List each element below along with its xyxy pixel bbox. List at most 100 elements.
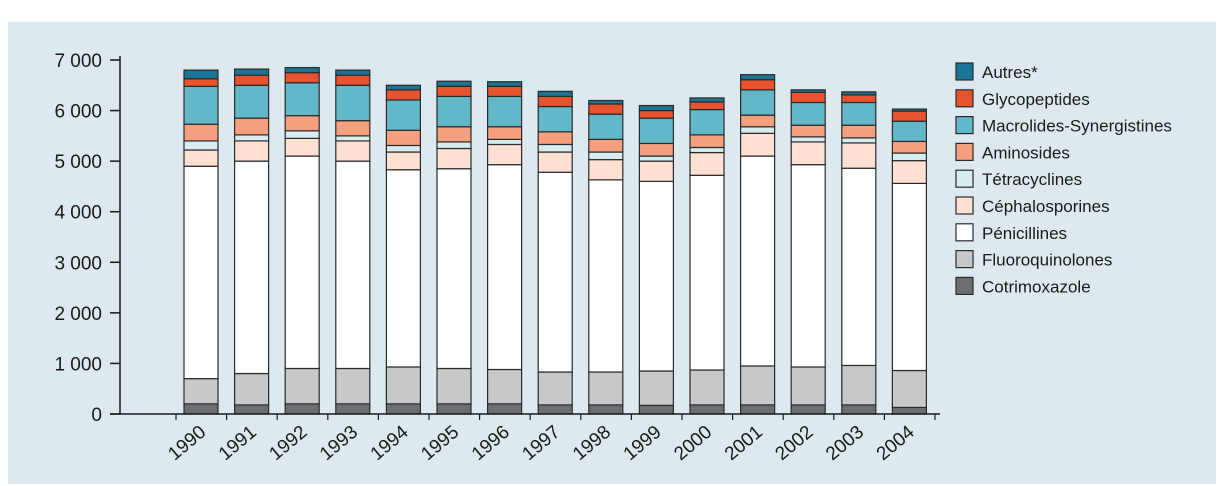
bar-segment-fluoroquinolones-1991 xyxy=(234,372,270,406)
bar-segment-c-phalosporines-1999 xyxy=(638,160,675,182)
bar-segment-t-tracyclines-1995 xyxy=(436,141,472,150)
bar-segment-macrolides-synergistines-1995 xyxy=(436,95,472,128)
legend-item-cotrimoxazole: Cotrimoxazole xyxy=(955,276,1091,296)
legend-swatch xyxy=(955,276,974,295)
bar-segment-cotrimoxazole-1997 xyxy=(537,404,573,415)
y-tick-label: 3 000 xyxy=(54,253,102,274)
bar-segment-autres--1995 xyxy=(436,80,472,87)
bar-segment-c-phalosporines-2000 xyxy=(689,151,725,176)
legend-label: Macrolides-Synergistines xyxy=(982,117,1172,136)
bar-segment-c-phalosporines-2002 xyxy=(790,141,826,166)
bar-segment-fluoroquinolones-2000 xyxy=(689,369,725,406)
bar-segment-aminosides-2002 xyxy=(790,124,826,138)
legend: Autres* Glycopeptides Macrolides-Synergist… xyxy=(955,62,1172,296)
legend-label: Céphalosporines xyxy=(982,197,1110,216)
bar-stack-1997 xyxy=(537,90,573,415)
y-tick-label: 5 000 xyxy=(54,152,102,173)
bar-segment-autres--1996 xyxy=(487,81,523,87)
bar-segment-aminosides-1995 xyxy=(436,126,472,143)
bar-stack-1996 xyxy=(487,81,523,415)
bar-segment-p-nicillines-1994 xyxy=(385,169,421,368)
bar-segment-c-phalosporines-1990 xyxy=(183,149,219,167)
legend-item-aminosides: Aminosides xyxy=(955,142,1070,162)
bar-segment-autres--2000 xyxy=(689,97,725,103)
bar-segment-t-tracyclines-2001 xyxy=(739,126,776,134)
bar-segment-cotrimoxazole-1992 xyxy=(284,403,320,415)
bar-segment-t-tracyclines-2004 xyxy=(891,152,928,162)
legend-item-c-phalosporines: Céphalosporines xyxy=(955,196,1110,216)
bar-stack-1994 xyxy=(385,84,421,415)
bar-segment-glycopeptides-1991 xyxy=(234,74,270,86)
bar-segment-fluoroquinolones-1997 xyxy=(537,371,573,406)
y-tick-label: 0 xyxy=(91,405,102,426)
bar-segment-c-phalosporines-2003 xyxy=(841,142,877,169)
legend-swatch xyxy=(955,142,974,161)
bar-segment-cotrimoxazole-1991 xyxy=(234,404,270,415)
bar-segment-cotrimoxazole-1993 xyxy=(335,403,371,415)
bar-segment-aminosides-1996 xyxy=(487,126,523,140)
bar-segment-autres--1992 xyxy=(284,66,320,74)
bar-segment-macrolides-synergistines-2003 xyxy=(841,101,877,126)
bar-segment-fluoroquinolones-1999 xyxy=(638,370,675,407)
bar-segment-fluoroquinolones-1993 xyxy=(335,367,371,405)
bar-segment-macrolides-synergistines-1998 xyxy=(588,113,624,140)
bar-segment-autres--2001 xyxy=(739,74,776,81)
bar-segment-c-phalosporines-1994 xyxy=(385,151,421,171)
bar-segment-p-nicillines-1990 xyxy=(183,165,219,380)
bar-segment-glycopeptides-2002 xyxy=(790,91,826,104)
bar-segment-p-nicillines-1995 xyxy=(436,168,472,370)
bar-segment-aminosides-1991 xyxy=(234,117,270,136)
bar-segment-fluoroquinolones-1990 xyxy=(183,378,219,405)
bar-segment-p-nicillines-1999 xyxy=(638,180,675,372)
bar-segment-cotrimoxazole-2000 xyxy=(689,404,725,415)
bar-segment-glycopeptides-1996 xyxy=(487,85,523,98)
bar-segment-p-nicillines-1996 xyxy=(487,164,523,371)
bar-segment-c-phalosporines-1991 xyxy=(234,140,270,162)
bar-segment-glycopeptides-1992 xyxy=(284,72,320,84)
bar-segment-t-tracyclines-1999 xyxy=(638,155,675,162)
bar-segment-fluoroquinolones-2003 xyxy=(841,364,877,406)
bar-segment-aminosides-1998 xyxy=(588,138,624,153)
bar-segment-t-tracyclines-1992 xyxy=(284,130,320,139)
y-tick-label: 4 000 xyxy=(54,203,102,224)
bar-segment-macrolides-synergistines-1991 xyxy=(234,84,270,119)
legend-label: Cotrimoxazole xyxy=(982,277,1091,296)
bar-segment-glycopeptides-1990 xyxy=(183,78,219,87)
bar-segment-p-nicillines-2004 xyxy=(891,182,928,372)
bar-stack-2003 xyxy=(841,91,877,415)
bar-segment-c-phalosporines-2001 xyxy=(739,132,776,157)
bar-segment-p-nicillines-1992 xyxy=(284,155,320,370)
legend-label: Aminosides xyxy=(982,143,1070,162)
bar-segment-glycopeptides-1993 xyxy=(335,74,371,86)
bar-segment-autres--1991 xyxy=(234,68,270,76)
bar-segment-macrolides-synergistines-1994 xyxy=(385,99,421,131)
bar-segment-p-nicillines-2001 xyxy=(739,155,776,367)
bar-segment-c-phalosporines-1995 xyxy=(436,147,472,170)
bar-segment-t-tracyclines-1994 xyxy=(385,144,421,153)
legend-swatch xyxy=(955,250,974,269)
bar-segment-aminosides-1993 xyxy=(335,120,371,137)
bar-segment-cotrimoxazole-1998 xyxy=(588,404,624,415)
bar-segment-cotrimoxazole-2003 xyxy=(841,404,877,415)
legend-item-autres-: Autres* xyxy=(955,62,1038,82)
bar-segment-fluoroquinolones-1992 xyxy=(284,367,320,405)
y-tick-label: 1 000 xyxy=(54,354,102,375)
legend-label: Tétracyclines xyxy=(982,170,1082,189)
bar-segment-t-tracyclines-1991 xyxy=(234,134,270,142)
legend-swatch xyxy=(955,62,974,81)
bar-segment-c-phalosporines-1998 xyxy=(588,159,624,181)
bar-stack-1991 xyxy=(234,68,270,415)
bar-stack-2002 xyxy=(790,89,826,415)
bar-segment-p-nicillines-1993 xyxy=(335,160,371,370)
bar-segment-macrolides-synergistines-1993 xyxy=(335,84,371,122)
bar-segment-macrolides-synergistines-1992 xyxy=(284,82,320,117)
y-tick-label: 2 000 xyxy=(54,304,102,325)
legend-swatch xyxy=(955,89,974,108)
bar-segment-autres--1990 xyxy=(183,69,219,80)
legend-item-macrolides-synergistines: Macrolides-Synergistines xyxy=(955,115,1172,136)
bar-segment-t-tracyclines-1996 xyxy=(487,138,523,146)
legend-swatch xyxy=(955,196,974,215)
bar-stack-1999 xyxy=(638,104,675,415)
bar-stack-1990 xyxy=(183,69,219,415)
